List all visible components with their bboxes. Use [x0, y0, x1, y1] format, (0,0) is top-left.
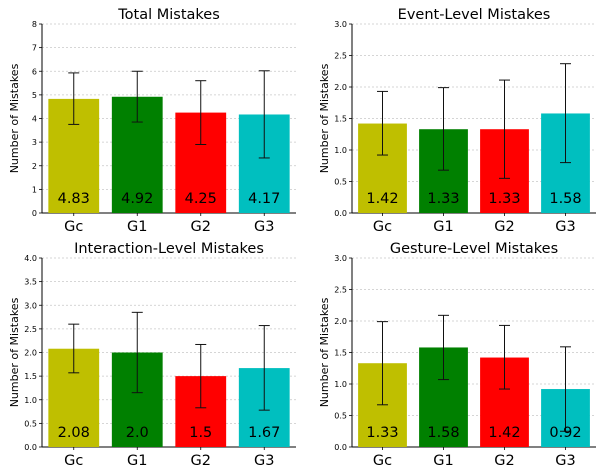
y-tick-label: 2.5: [24, 325, 37, 334]
y-axis-label: Number of Mistakes: [8, 297, 21, 407]
y-tick-label: 1.0: [24, 396, 37, 405]
x-tick-label: G3: [254, 453, 274, 468]
data-label: 1.33: [488, 191, 520, 207]
data-label: 4.83: [58, 191, 90, 207]
y-tick-label: 8: [32, 20, 37, 29]
y-tick-label: 0.5: [334, 178, 347, 187]
y-tick-label: 5: [32, 91, 37, 100]
y-tick-label: 0.0: [334, 209, 347, 218]
y-tick-label: 3.0: [24, 301, 37, 310]
y-tick-label: 6: [32, 67, 37, 76]
data-label: 1.42: [488, 425, 520, 441]
chart-panel-4: 0.0 0.5 1.0 1.5 2.0 2.5 3.0 1.33 Gc 1.58 G1 1.42 G2 0…: [318, 241, 596, 468]
x-tick-label: G3: [254, 219, 274, 235]
data-label: 4.17: [248, 191, 280, 207]
y-tick-label: 2.5: [334, 52, 347, 61]
x-tick-label: Gc: [373, 219, 392, 235]
chart-title: Total Mistakes: [117, 7, 220, 23]
data-label: 1.67: [248, 425, 280, 441]
data-label: 4.25: [185, 191, 217, 207]
data-label: 4.92: [121, 191, 153, 207]
data-label: 1.42: [366, 191, 398, 207]
data-label: 2.0: [126, 425, 149, 441]
data-label: 1.5: [189, 425, 212, 441]
y-tick-label: 1: [32, 185, 37, 194]
y-tick-label: 0: [32, 209, 37, 218]
x-tick-label: G2: [494, 453, 514, 468]
y-axis-label: Number of Mistakes: [8, 63, 21, 173]
x-tick-label: G3: [555, 219, 575, 235]
data-label: 1.33: [366, 425, 398, 441]
y-tick-label: 3: [32, 138, 37, 147]
y-tick-label: 4: [32, 115, 37, 124]
chart-title: Gesture-Level Mistakes: [390, 241, 558, 257]
y-tick-label: 2.0: [334, 317, 347, 326]
chart-panel-1: 0 1 2 3 4 5 6 7 8 4.83 Gc 4.92 G1 4.25 G2 4.17 G3 Total M…: [8, 7, 296, 235]
y-axis-label: Number of Mistakes: [318, 297, 331, 407]
y-tick-label: 3.0: [334, 254, 347, 263]
x-tick-label: G2: [494, 219, 514, 235]
y-tick-label: 1.0: [334, 146, 347, 155]
x-tick-label: G1: [433, 219, 453, 235]
y-tick-label: 0.5: [24, 419, 37, 428]
y-tick-label: 1.5: [334, 115, 347, 124]
x-tick-label: G2: [191, 219, 211, 235]
y-tick-label: 4.0: [24, 254, 37, 263]
y-tick-label: 1.5: [334, 349, 347, 358]
x-tick-label: Gc: [373, 453, 392, 468]
x-tick-label: G1: [433, 453, 453, 468]
x-tick-label: G1: [127, 219, 147, 235]
chart-title: Event-Level Mistakes: [398, 7, 551, 23]
y-tick-label: 3.0: [334, 20, 347, 29]
data-label: 1.33: [427, 191, 459, 207]
data-label: 2.08: [58, 425, 90, 441]
y-tick-label: 2.0: [24, 349, 37, 358]
y-tick-label: 0.0: [334, 443, 347, 452]
y-axis-label: Number of Mistakes: [318, 63, 331, 173]
x-tick-label: G1: [127, 453, 147, 468]
x-tick-label: Gc: [64, 453, 83, 468]
x-tick-label: Gc: [64, 219, 83, 235]
data-label: 0.92: [549, 425, 581, 441]
y-tick-label: 7: [32, 44, 37, 53]
data-label: 1.58: [549, 191, 581, 207]
x-tick-label: G3: [555, 453, 575, 468]
chart-panel-2: 0.0 0.5 1.0 1.5 2.0 2.5 3.0 1.42 Gc 1.33 G1 1.33 G2 1…: [318, 7, 596, 235]
y-tick-label: 2: [32, 162, 37, 171]
data-label: 1.58: [427, 425, 459, 441]
y-tick-label: 0.0: [24, 443, 37, 452]
y-tick-label: 3.5: [24, 278, 37, 287]
y-tick-label: 2.0: [334, 83, 347, 92]
chart-title: Interaction-Level Mistakes: [74, 241, 264, 257]
x-tick-label: G2: [191, 453, 211, 468]
y-tick-label: 2.5: [334, 286, 347, 295]
chart-panel-3: 0.0 0.5 1.0 1.5 2.0 2.5 3.0 3.5 4.0 2.08 Gc 2.0 G1 1.…: [8, 241, 296, 468]
y-tick-label: 1.0: [334, 380, 347, 389]
y-tick-label: 1.5: [24, 372, 37, 381]
y-tick-label: 0.5: [334, 412, 347, 421]
